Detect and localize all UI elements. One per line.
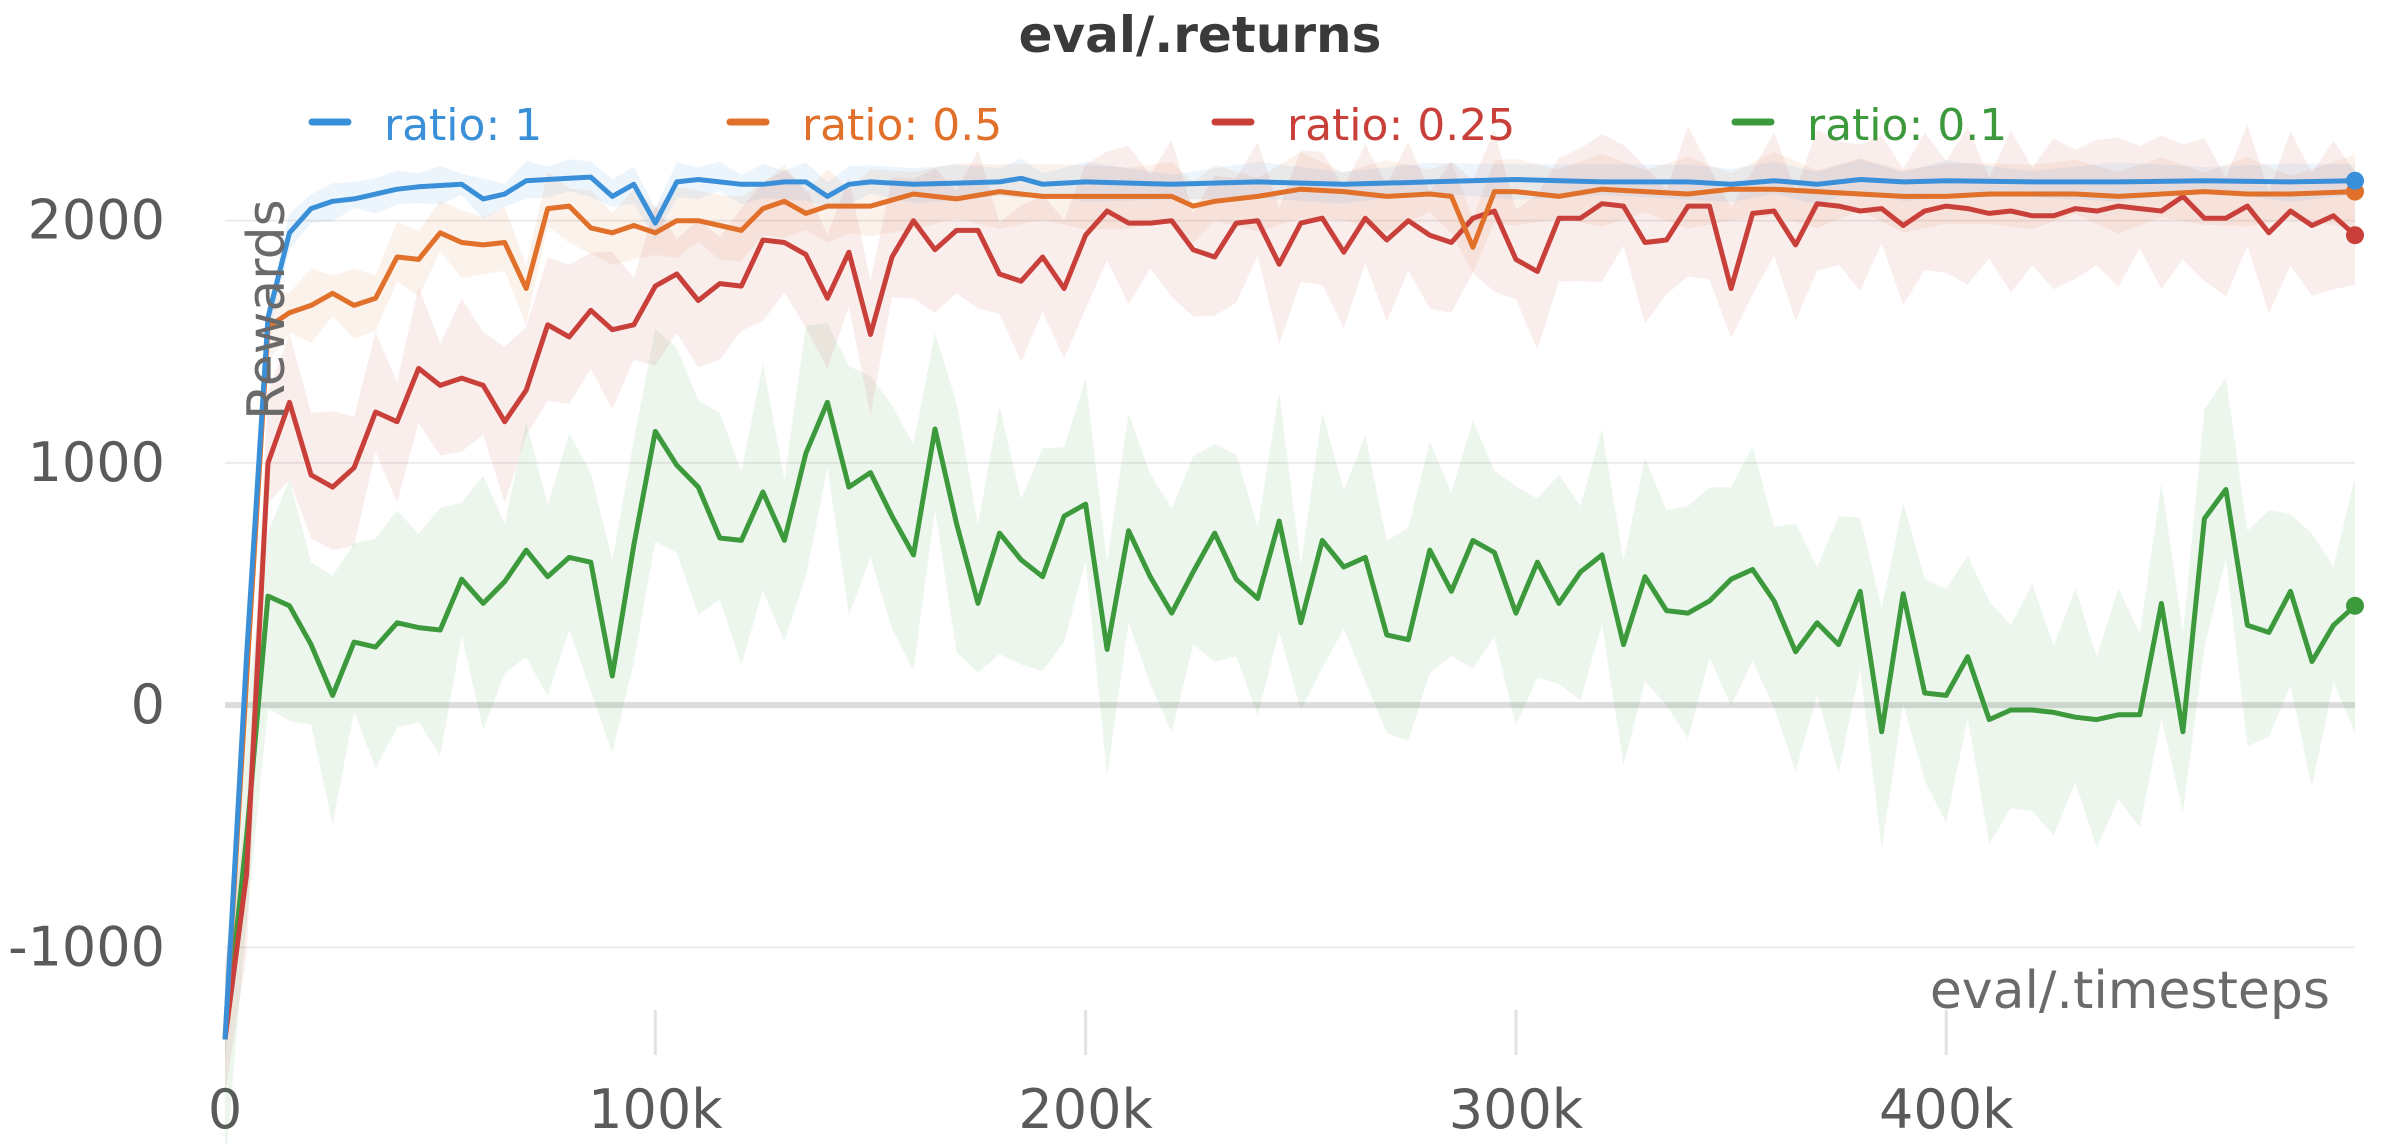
series-band xyxy=(225,322,2355,1144)
series-band xyxy=(225,151,2355,1067)
legend-item: ratio: 1 xyxy=(308,100,542,151)
legend-label: ratio: 1 xyxy=(384,100,542,151)
legend-item: ratio: 0.5 xyxy=(726,100,1002,151)
series-endpoint xyxy=(2346,171,2364,190)
series-lines xyxy=(222,174,2357,1040)
legend-item: ratio: 0.25 xyxy=(1211,100,1515,151)
y-tick-label: 1000 xyxy=(28,431,165,494)
x-axis-label: eval/.timesteps xyxy=(1930,961,2330,1021)
y-axis-label: Rewards xyxy=(237,199,297,420)
series-endpoint xyxy=(2346,226,2364,245)
confidence-bands xyxy=(225,124,2355,1144)
x-tick-label: 0 xyxy=(208,1078,242,1141)
series-endpoint xyxy=(2346,596,2364,615)
legend-item: ratio: 0.1 xyxy=(1731,100,2007,151)
x-tick-label: 200k xyxy=(1018,1078,1153,1141)
series-band xyxy=(225,124,2355,1094)
series-endpoints xyxy=(2346,171,2364,615)
y-tick-label: 2000 xyxy=(28,189,165,252)
legend-label: ratio: 0.1 xyxy=(1807,100,2007,151)
legend-label: ratio: 0.5 xyxy=(802,100,1002,151)
x-tick-label: 400k xyxy=(1879,1078,2014,1141)
y-tick-label: -1000 xyxy=(8,915,165,978)
chart-title: eval/.returns xyxy=(1019,6,1382,64)
legend-label: ratio: 0.25 xyxy=(1287,100,1515,151)
series-line xyxy=(222,193,2357,1040)
x-axis-ticks: 0 100k 200k 300k 400k xyxy=(208,1010,2014,1141)
series-line xyxy=(222,399,2357,1040)
y-tick-label: 0 xyxy=(131,673,165,736)
grid-lines xyxy=(225,219,2355,949)
x-tick-label: 100k xyxy=(588,1078,723,1141)
series-line xyxy=(222,186,2356,1040)
legend: ratio: 1 ratio: 0.5 ratio: 0.25 ratio: 0.1 xyxy=(308,100,2007,151)
x-tick-label: 300k xyxy=(1449,1078,1584,1141)
series-line xyxy=(222,174,2356,1040)
y-axis-ticks: -1000 0 1000 2000 xyxy=(8,189,165,979)
